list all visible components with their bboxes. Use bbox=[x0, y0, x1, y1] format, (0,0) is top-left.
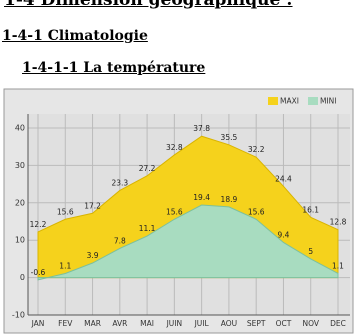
value-label: 19.4 bbox=[193, 193, 210, 202]
x-tick-label: JAN bbox=[31, 319, 45, 328]
value-label: 5 bbox=[308, 247, 313, 256]
area bbox=[37, 204, 339, 281]
value-label: 32.2 bbox=[248, 145, 265, 154]
value-label: 12.2 bbox=[30, 220, 47, 229]
value-label: 18.9 bbox=[221, 195, 238, 204]
x-tick-label: FEV bbox=[58, 319, 73, 328]
x-tick-label: OCT bbox=[276, 319, 292, 328]
legend-label: MINI bbox=[320, 97, 337, 106]
section-title: 1-4-1 Climatologie bbox=[2, 28, 148, 44]
y-tick-label: 30 bbox=[15, 161, 25, 170]
legend-label: MAXI bbox=[280, 97, 299, 106]
x-tick-label: DEC bbox=[330, 319, 346, 328]
y-tick-label: 40 bbox=[15, 124, 25, 133]
value-label: 9.4 bbox=[277, 230, 289, 239]
area bbox=[37, 135, 339, 279]
x-tick-label: AVR bbox=[112, 319, 127, 328]
value-label: 37.8 bbox=[193, 124, 210, 133]
value-label: 15.6 bbox=[248, 207, 265, 216]
value-label: 15.6 bbox=[166, 207, 183, 216]
value-label: 3.9 bbox=[87, 251, 99, 260]
value-label: 7.8 bbox=[114, 236, 126, 245]
y-tick-label: 0 bbox=[20, 273, 25, 282]
chart-frame bbox=[3, 88, 354, 334]
value-label: 35.5 bbox=[221, 133, 238, 142]
heading: 1-4 Dimension géographique : bbox=[4, 0, 293, 10]
y-tick-label: 20 bbox=[15, 198, 25, 207]
value-label: 24.4 bbox=[275, 174, 292, 183]
legend-swatch bbox=[308, 97, 318, 105]
x-tick-label: AOU bbox=[221, 319, 237, 328]
y-tick-label: 10 bbox=[15, 236, 25, 245]
value-label: -0.6 bbox=[31, 268, 46, 277]
value-label: 12.8 bbox=[330, 218, 347, 227]
y-tick-label: -10 bbox=[12, 311, 25, 320]
x-tick-label: JUIN bbox=[166, 319, 183, 328]
plot-area bbox=[28, 114, 350, 315]
subsection-title: 1-4-1-1 La température bbox=[22, 60, 206, 76]
legend-swatch bbox=[268, 97, 278, 105]
value-label: 27.2 bbox=[139, 164, 156, 173]
x-tick-label: JUIL bbox=[194, 319, 210, 328]
value-label: 15.6 bbox=[57, 207, 74, 216]
x-tick-label: SEPT bbox=[247, 319, 266, 328]
x-tick-label: MAI bbox=[140, 319, 154, 328]
value-label: 23.3 bbox=[111, 178, 128, 187]
value-label: 1.1 bbox=[332, 261, 344, 270]
value-label: 17.2 bbox=[84, 201, 101, 210]
x-tick-label: MAR bbox=[84, 319, 101, 328]
value-label: 1.1 bbox=[59, 261, 71, 270]
value-label: 32.8 bbox=[166, 143, 183, 152]
value-label: 11.1 bbox=[139, 224, 156, 233]
value-label: 16.1 bbox=[302, 205, 319, 214]
x-tick-label: NOV bbox=[302, 319, 319, 328]
